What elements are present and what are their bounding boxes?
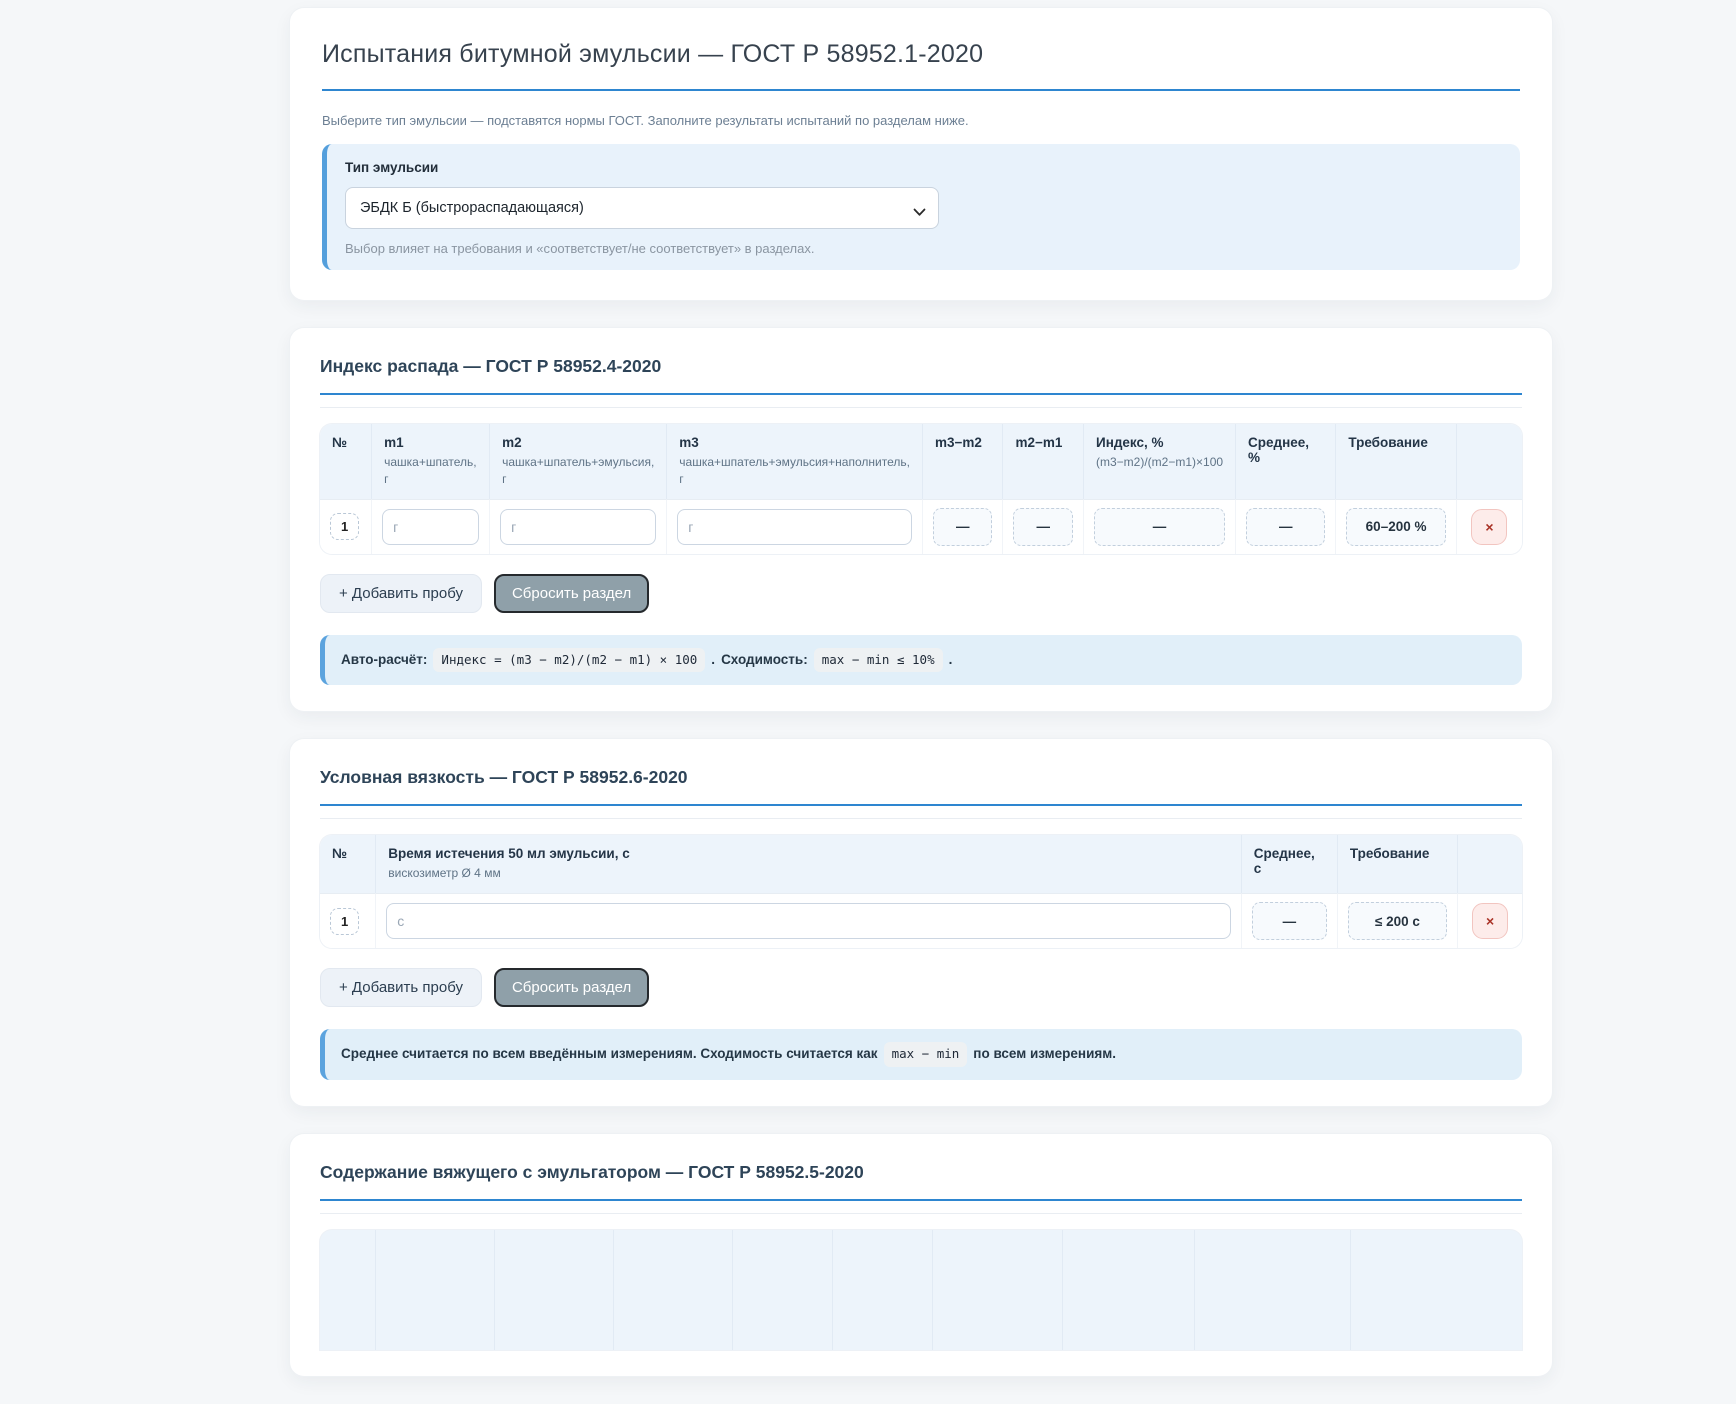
column-header <box>931 1229 1062 1350</box>
column-header-m2-m1: m2−m1 <box>1002 424 1083 499</box>
column-header-num: № <box>320 424 372 499</box>
column-sublabel: вискозиметр Ø 4 мм <box>388 866 501 881</box>
requirement-value: 60–200 % <box>1346 507 1446 546</box>
binder-table-header <box>320 1229 1522 1350</box>
reset-section-button[interactable]: Сбросить раздел <box>493 573 650 613</box>
table-row: 1 — ≤ 200 с × <box>320 893 1522 949</box>
page-container: Испытания битумной эмульсии — ГОСТ Р 589… <box>290 8 1552 1404</box>
sample-number-cell: 1 <box>320 498 372 554</box>
section-buttons: + Добавить пробу Сбросить раздел <box>320 573 1522 613</box>
note-text: по всем измерениям. <box>973 1046 1116 1062</box>
column-header <box>494 1229 613 1350</box>
section-divider-faint <box>320 407 1522 408</box>
column-header <box>613 1229 732 1350</box>
intro-subtitle: Выберите тип эмульсии — подставятся норм… <box>322 113 969 128</box>
average-computed-value: — <box>1246 507 1326 546</box>
remove-row-button[interactable]: × <box>1472 903 1509 940</box>
section-title: Содержание вяжущего с эмульгатором — ГОС… <box>320 1161 864 1182</box>
note-label: Сходимость: <box>721 651 808 667</box>
note-separator: . <box>948 651 953 667</box>
section-card-decay-index: Индекс распада — ГОСТ Р 58952.4-2020 № m… <box>290 328 1552 712</box>
auto-calc-note: Авто-расчёт: Индекс = (m3 − m2)/(m2 − m1… <box>320 634 1522 686</box>
section-divider <box>320 1198 1522 1201</box>
section-card-binder-content: Содержание вяжущего с эмульгатором — ГОС… <box>290 1133 1552 1376</box>
column-header-actions <box>1455 424 1522 499</box>
column-sublabel: (m3−m2)/(m2−m1)×100 <box>1096 455 1224 469</box>
note-label: Авто-расчёт: <box>341 651 428 667</box>
column-header <box>1350 1229 1437 1350</box>
table-row: 1 — — — — 60–200 % × <box>320 498 1522 554</box>
section-divider <box>320 393 1522 395</box>
column-header-m3: m3 чашка+шпатель+эмульсия+наполнитель, г <box>666 424 922 499</box>
m3-m2-computed-value: — <box>932 507 993 546</box>
m1-input[interactable] <box>382 508 480 545</box>
column-header-num: № <box>320 835 376 894</box>
column-sublabel: чашка+шпатель+эмульсия+наполнитель, г <box>679 455 910 486</box>
sample-number-badge: 1 <box>330 513 360 541</box>
sample-number-badge: 1 <box>330 907 360 935</box>
note-separator: . <box>711 651 716 667</box>
reset-section-button[interactable]: Сбросить раздел <box>493 968 650 1008</box>
add-sample-button[interactable]: + Добавить пробу <box>320 968 482 1008</box>
sample-number-cell: 1 <box>320 893 376 949</box>
note-text: Среднее считается по всем введённым изме… <box>341 1046 878 1062</box>
column-sublabel: чашка+шпатель, г <box>384 455 477 486</box>
emulsion-type-panel: Тип эмульсии ЭБДК Б (быстрораспадающаяся… <box>322 144 1520 270</box>
section-divider-faint <box>320 818 1522 820</box>
column-header <box>1061 1229 1194 1350</box>
column-header-average: Среднее, % <box>1235 424 1336 499</box>
table-header-row: № Время истечения 50 мл эмульсии, с виско… <box>320 835 1522 894</box>
section-divider-faint <box>320 1212 1522 1214</box>
emulsion-type-label: Тип эмульсии <box>345 160 439 175</box>
section-title: Условная вязкость — ГОСТ Р 58952.6-2020 <box>320 767 688 788</box>
add-sample-button[interactable]: + Добавить пробу <box>320 573 482 613</box>
column-header <box>1193 1229 1350 1350</box>
column-header-average: Среднее, с <box>1240 835 1337 894</box>
section-title: Индекс распада — ГОСТ Р 58952.4-2020 <box>320 356 662 376</box>
emulsion-type-hint: Выбор влияет на требования и «соответств… <box>345 241 815 256</box>
title-divider <box>322 89 1520 91</box>
column-header-index: Индекс, % (m3−m2)/(m2−m1)×100 <box>1083 424 1236 499</box>
table-header-row: № m1 чашка+шпатель, г m2 чашка+шпатель+эму… <box>320 424 1522 499</box>
column-header-requirement: Требование <box>1336 835 1458 894</box>
column-header-m3-m2: m3−m2 <box>921 424 1003 499</box>
decay-index-table: № m1 чашка+шпатель, г m2 чашка+шпатель+эму… <box>320 424 1522 554</box>
page-title: Испытания битумной эмульсии — ГОСТ Р 589… <box>322 40 984 68</box>
formula-chip: max − min <box>883 1042 968 1067</box>
column-header <box>375 1229 494 1350</box>
index-computed-value: — <box>1094 507 1226 546</box>
emulsion-type-select[interactable]: ЭБДК Б (быстрораспадающаяся) <box>345 187 939 229</box>
column-header-actions <box>1457 835 1522 894</box>
section-card-viscosity: Условная вязкость — ГОСТ Р 58952.6-2020 … <box>290 739 1552 1106</box>
column-header-m1: m1 чашка+шпатель, г <box>371 424 490 499</box>
section-divider <box>320 804 1522 807</box>
column-header-m2: m2 чашка+шпатель+эмульсия, г <box>489 424 667 499</box>
column-header-time: Время истечения 50 мл эмульсии, с вискози… <box>375 835 1241 894</box>
column-header-requirement: Требование <box>1335 424 1456 499</box>
column-header <box>732 1229 832 1350</box>
m2-input[interactable] <box>500 508 657 545</box>
column-header <box>832 1229 932 1350</box>
column-header-num <box>320 1230 375 1350</box>
flow-time-input[interactable] <box>386 903 1231 940</box>
m3-input[interactable] <box>677 508 912 545</box>
formula-chip: max − min ≤ 10% <box>813 647 943 673</box>
emulsion-type-select-wrap: ЭБДК Б (быстрораспадающаяся) <box>345 187 939 229</box>
viscosity-table: № Время истечения 50 мл эмульсии, с виско… <box>320 835 1522 949</box>
remove-row-button[interactable]: × <box>1471 508 1508 545</box>
average-computed-value: — <box>1251 902 1327 941</box>
intro-card: Испытания битумной эмульсии — ГОСТ Р 589… <box>290 8 1552 300</box>
requirement-value: ≤ 200 с <box>1347 902 1448 941</box>
m2-m1-computed-value: — <box>1013 507 1073 546</box>
formula-chip: Индекс = (m3 − m2)/(m2 − m1) × 100 <box>433 647 706 673</box>
section-buttons: + Добавить пробу Сбросить раздел <box>320 968 1522 1008</box>
column-sublabel: чашка+шпатель+эмульсия, г <box>502 455 655 486</box>
